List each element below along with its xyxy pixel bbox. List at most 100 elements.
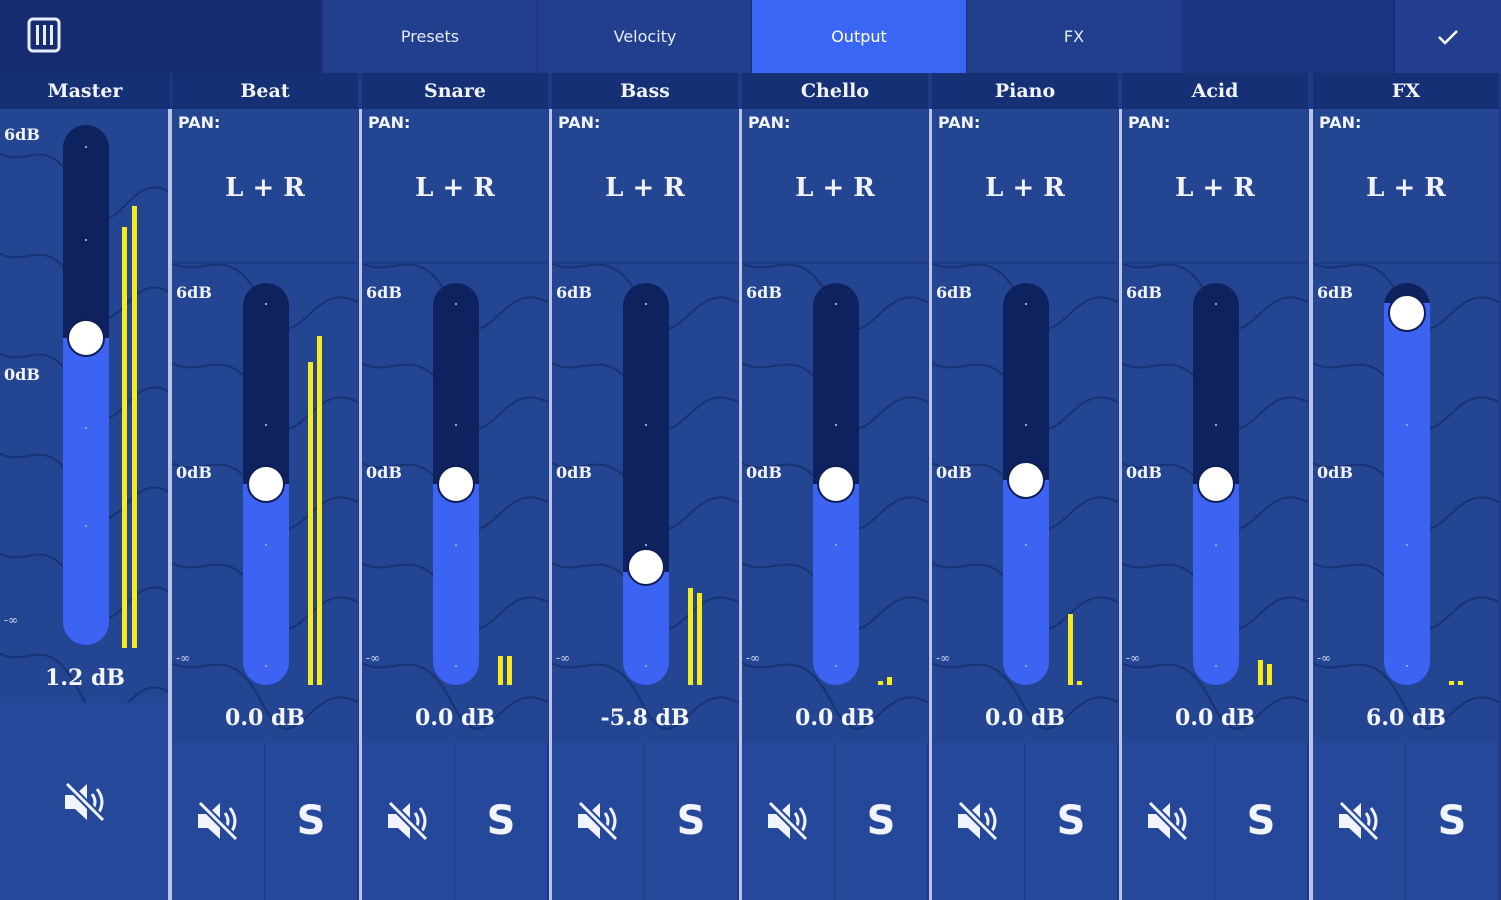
volume-value: 0.0 dB — [1175, 705, 1255, 731]
tab-presets[interactable]: Presets — [322, 0, 537, 73]
solo-label: S — [1246, 798, 1276, 844]
pan-control[interactable]: L + R — [605, 173, 685, 203]
scale-label-top: 6dB — [176, 283, 212, 302]
fader-handle[interactable] — [1388, 293, 1426, 332]
fader-tick — [85, 239, 87, 242]
solo-label: S — [866, 798, 896, 844]
volume-value: 0.0 dB — [415, 705, 495, 731]
fader-tick — [1215, 544, 1217, 547]
level-meter-left — [1068, 613, 1073, 685]
fader-tick — [645, 544, 647, 547]
strip-divider — [1309, 109, 1313, 900]
volume-fader[interactable] — [63, 125, 109, 645]
mute-button[interactable] — [932, 742, 1025, 900]
fader-handle[interactable] — [247, 464, 285, 503]
solo-button[interactable]: S — [645, 742, 738, 900]
tab-velocity[interactable]: Velocity — [537, 0, 752, 73]
fader-handle[interactable] — [627, 547, 665, 586]
channel-name: Chello — [742, 73, 928, 109]
volume-value: 0.0 dB — [225, 705, 305, 731]
fader-tick — [1215, 664, 1217, 667]
fader-handle[interactable] — [437, 464, 475, 503]
menu-button[interactable] — [0, 0, 320, 73]
fader-handle[interactable] — [817, 464, 855, 503]
mute-button[interactable] — [172, 742, 265, 900]
speaker-mute-icon — [957, 800, 999, 842]
scale-label-min: -∞ — [4, 613, 19, 627]
fader-tick — [645, 303, 647, 306]
mute-button[interactable] — [0, 703, 170, 900]
pan-control[interactable]: L + R — [1175, 173, 1255, 203]
level-meter-right — [697, 592, 702, 685]
fader-level-fill — [813, 484, 859, 685]
pan-label: PAN: — [938, 113, 981, 132]
fader-handle[interactable] — [1007, 460, 1045, 499]
solo-button[interactable]: S — [1025, 742, 1118, 900]
mute-button[interactable] — [742, 742, 835, 900]
mute-button[interactable] — [1122, 742, 1215, 900]
scale-label-min: -∞ — [366, 651, 381, 665]
solo-button[interactable]: S — [1406, 742, 1499, 900]
tab-fx[interactable]: FX — [966, 0, 1181, 73]
fader-handle[interactable] — [1197, 464, 1235, 503]
fader-level-fill — [623, 572, 669, 685]
scale-label-min: -∞ — [936, 651, 951, 665]
checkmark-icon — [1438, 29, 1458, 45]
scale-label-top: 6dB — [936, 283, 972, 302]
pan-control[interactable]: L + R — [415, 173, 495, 203]
speaker-mute-icon — [64, 781, 105, 822]
pan-control[interactable]: L + R — [985, 173, 1065, 203]
scale-label-min: -∞ — [176, 651, 191, 665]
confirm-button[interactable] — [1395, 0, 1501, 73]
channel-name: Acid — [1122, 73, 1308, 109]
pan-label: PAN: — [748, 113, 791, 132]
fader-tick — [455, 544, 457, 547]
scale-label-top: 6dB — [4, 125, 40, 144]
fader-tick — [1025, 664, 1027, 667]
pan-control[interactable]: L + R — [795, 173, 875, 203]
wave-pattern-background — [0, 152, 170, 820]
fader-level-fill — [1193, 484, 1239, 685]
level-meter-right — [317, 336, 322, 685]
fader-tick — [1215, 303, 1217, 306]
scale-label-zero: 0dB — [1317, 463, 1353, 482]
solo-button[interactable]: S — [265, 742, 358, 900]
mute-button[interactable] — [362, 742, 455, 900]
level-meter-right — [887, 676, 892, 685]
level-meter-right — [1458, 680, 1463, 685]
solo-button[interactable]: S — [1215, 742, 1308, 900]
channel-name: Bass — [552, 73, 738, 109]
fader-tick — [645, 664, 647, 667]
level-meter-right — [132, 206, 137, 648]
fader-tick — [265, 664, 267, 667]
solo-label: S — [296, 798, 326, 844]
fader-tick — [1215, 423, 1217, 426]
pan-control[interactable]: L + R — [225, 173, 305, 203]
level-meter-left — [498, 655, 503, 685]
fader-handle[interactable] — [67, 319, 105, 358]
fader-tick — [835, 423, 837, 426]
scale-label-zero: 0dB — [556, 463, 592, 482]
channel-strip-fx: FX PAN: L + R 6dB 0dB -∞ 6.0 dB S — [1313, 73, 1499, 900]
volume-fader[interactable] — [623, 283, 669, 685]
mute-button[interactable] — [552, 742, 645, 900]
scale-label-min: -∞ — [556, 651, 571, 665]
fader-level-fill — [433, 484, 479, 685]
scale-label-min: -∞ — [1126, 651, 1141, 665]
solo-button[interactable]: S — [835, 742, 928, 900]
volume-value: 6.0 dB — [1366, 705, 1446, 731]
speaker-mute-icon — [197, 800, 239, 842]
speaker-mute-icon — [1338, 800, 1380, 842]
tab-output[interactable]: Output — [751, 0, 966, 73]
pan-label: PAN: — [178, 113, 221, 132]
fader-tick — [1025, 423, 1027, 426]
volume-fader[interactable] — [1384, 283, 1430, 685]
solo-label: S — [676, 798, 706, 844]
scale-label-top: 6dB — [366, 283, 402, 302]
pan-control[interactable]: L + R — [1366, 173, 1446, 203]
channel-name: Master — [0, 73, 170, 109]
strip-divider — [168, 109, 172, 900]
channel-strip-beat: Beat PAN: L + R 6dB 0dB -∞ 0.0 dB S — [172, 73, 358, 900]
solo-button[interactable]: S — [455, 742, 548, 900]
mute-button[interactable] — [1313, 742, 1406, 900]
